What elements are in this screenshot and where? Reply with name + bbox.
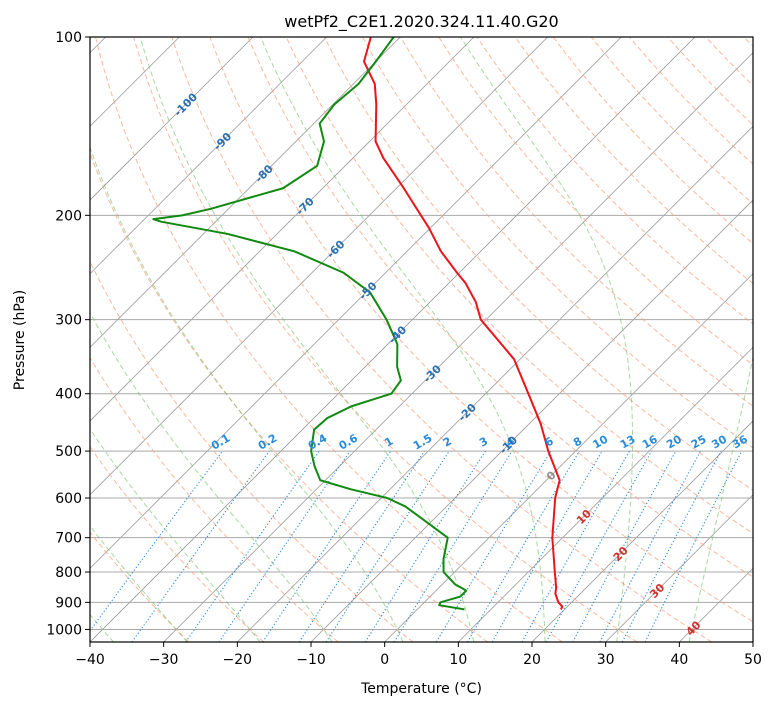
x-axis-ticks: −40 −30 −20 −10 0 10 20 30 40 50	[75, 642, 762, 668]
dry-adiabat-line	[362, 37, 753, 449]
chart-title: wetPf2_C2E1.2020.324.11.40.G20	[284, 12, 558, 32]
x-tick-label: 20	[523, 652, 541, 668]
dry-adiabat-line	[400, 37, 753, 407]
y-tick-label: 700	[55, 531, 82, 547]
dry-adiabat-line	[209, 37, 753, 623]
dry-adiabat-line	[90, 356, 339, 642]
y-tick-label: 200	[55, 208, 82, 224]
mixing-ratio-line	[435, 450, 552, 642]
dry-adiabat-line	[90, 151, 488, 642]
moist-adiabat-line	[90, 146, 404, 642]
moist-adiabat-line	[90, 311, 333, 642]
y-tick-label: 600	[55, 491, 82, 507]
mixing-ratio-line	[218, 450, 351, 642]
x-tick-label: −40	[75, 652, 105, 668]
mixing-ratio-line	[572, 450, 677, 642]
y-tick-label: 800	[55, 565, 82, 581]
dry-adiabat-line	[133, 37, 638, 642]
dry-adiabat-line	[90, 445, 264, 642]
isotherm-line	[90, 37, 327, 275]
y-axis-label: Pressure (hPa)	[12, 290, 28, 390]
x-tick-label: 40	[670, 652, 688, 668]
x-tick-label: 0	[380, 652, 389, 668]
mixing-ratio-line	[467, 450, 580, 642]
y-tick-label: 500	[55, 444, 82, 460]
mixing-ratio-line	[545, 450, 653, 642]
isotherm-line	[90, 37, 254, 201]
mixing-ratio-line	[131, 450, 270, 642]
dry-adiabat-line	[514, 37, 753, 285]
x-tick-label: 10	[449, 652, 467, 668]
moist-adiabat-line	[688, 355, 753, 642]
mixing-ratio-line	[298, 450, 425, 642]
y-axis-ticks: 100 200 300 400 500 600 700 800 900 1000	[46, 30, 90, 638]
sounding-traces	[152, 37, 564, 611]
isotherm-line	[458, 346, 753, 642]
mixing-ratio-line	[262, 450, 392, 642]
moist-adiabat-line	[460, 37, 634, 642]
x-tick-label: 50	[744, 652, 762, 668]
isotherm-line	[531, 420, 753, 642]
x-tick-label: −30	[149, 652, 179, 668]
y-tick-label: 400	[55, 387, 82, 403]
isotherm-line	[163, 52, 753, 642]
dry-adiabat-line	[90, 531, 190, 642]
dry-adiabat-line	[90, 260, 414, 642]
reference-lines	[90, 37, 753, 642]
y-tick-label: 900	[55, 595, 82, 611]
mixing-ratio-line	[393, 450, 513, 642]
dry-adiabat-line	[171, 37, 713, 642]
dry-adiabat-line	[323, 37, 753, 491]
dry-adiabat-line	[247, 37, 753, 578]
dry-adiabat-line	[285, 37, 753, 534]
x-tick-label: −10	[296, 652, 326, 668]
isotherm-line	[605, 494, 753, 642]
dry-adiabat-line	[438, 37, 753, 366]
isotherm-line	[90, 37, 548, 496]
moist-adiabat-line	[260, 37, 546, 642]
plot-frame	[89, 36, 754, 643]
x-tick-label: 30	[597, 652, 615, 668]
moist-adiabat-line	[90, 428, 261, 642]
moist-adiabat-line	[139, 37, 475, 642]
y-tick-label: 300	[55, 313, 82, 329]
mixing-ratio-line	[325, 450, 450, 642]
isotherm-line	[384, 273, 753, 642]
x-tick-label: −20	[223, 652, 253, 668]
isotherm-line	[90, 37, 696, 642]
mixing-ratio-line	[364, 450, 486, 642]
mixing-ratio-line	[521, 450, 630, 642]
y-tick-label: 100	[55, 30, 82, 46]
dewpoint-trace	[152, 37, 468, 611]
temperature-trace	[363, 37, 564, 610]
isotherm-line	[90, 37, 622, 569]
y-tick-label: 1000	[46, 622, 82, 638]
isotherm-line	[90, 37, 475, 422]
isotherm-line	[237, 125, 753, 642]
x-axis-label: Temperature (°C)	[360, 681, 482, 697]
isotherm-line	[90, 37, 401, 348]
dry-adiabat-line	[95, 37, 563, 642]
